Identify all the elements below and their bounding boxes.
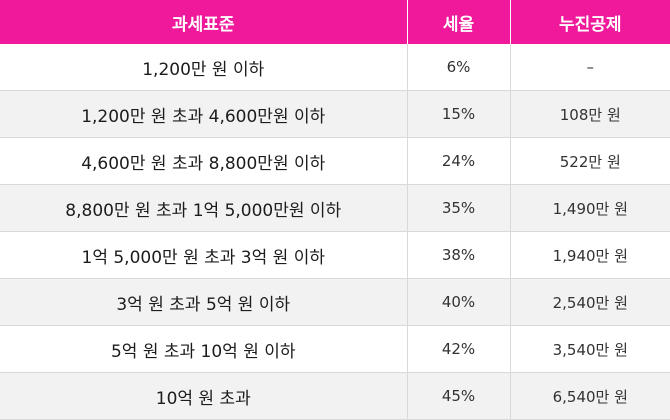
table-header: 과세표준 세율 누진공제 [0,0,670,44]
table-row: 1,200만 원 초과 4,600만원 이하 15% 108만 원 [0,90,670,138]
header-row: 과세표준 세율 누진공제 [0,0,670,44]
rate-cell: 40% [406,278,510,326]
rate-cell: 35% [406,184,510,232]
deduction-cell: 522만 원 [509,137,670,185]
deduction-cell: 108만 원 [509,90,670,138]
bracket-cell: 10억 원 초과 [0,372,407,420]
table-row: 8,800만 원 초과 1억 5,000만원 이하 35% 1,490만 원 [0,184,670,232]
rate-cell: 42% [406,325,510,373]
deduction-cell: 2,540만 원 [509,278,670,326]
table-row: 1억 5,000만 원 초과 3억 원 이하 38% 1,940만 원 [0,231,670,279]
header-bracket: 과세표준 [0,0,407,44]
rate-cell: 38% [406,231,510,279]
table-body: 1,200만 원 이하 6% – 1,200만 원 초과 4,600만원 이하 … [0,44,670,420]
rate-cell: 24% [406,137,510,185]
bracket-cell: 4,600만 원 초과 8,800만원 이하 [0,137,407,185]
rate-cell: 45% [406,372,510,420]
deduction-cell: – [509,44,670,91]
deduction-cell: 1,490만 원 [509,184,670,232]
rate-cell: 15% [406,90,510,138]
bracket-cell: 5억 원 초과 10억 원 이하 [0,325,407,373]
bracket-cell: 3억 원 초과 5억 원 이하 [0,278,407,326]
table-row: 4,600만 원 초과 8,800만원 이하 24% 522만 원 [0,137,670,185]
table-row: 3억 원 초과 5억 원 이하 40% 2,540만 원 [0,278,670,326]
header-rate: 세율 [406,0,510,44]
header-deduction: 누진공제 [509,0,670,44]
rate-cell: 6% [406,44,510,91]
bracket-cell: 1억 5,000만 원 초과 3억 원 이하 [0,231,407,279]
deduction-cell: 1,940만 원 [509,231,670,279]
bracket-cell: 1,200만 원 초과 4,600만원 이하 [0,90,407,138]
deduction-cell: 6,540만 원 [509,372,670,420]
table-row: 5억 원 초과 10억 원 이하 42% 3,540만 원 [0,325,670,373]
table-row: 1,200만 원 이하 6% – [0,44,670,91]
deduction-cell: 3,540만 원 [509,325,670,373]
table-row: 10억 원 초과 45% 6,540만 원 [0,372,670,420]
bracket-cell: 1,200만 원 이하 [0,44,407,91]
bracket-cell: 8,800만 원 초과 1억 5,000만원 이하 [0,184,407,232]
